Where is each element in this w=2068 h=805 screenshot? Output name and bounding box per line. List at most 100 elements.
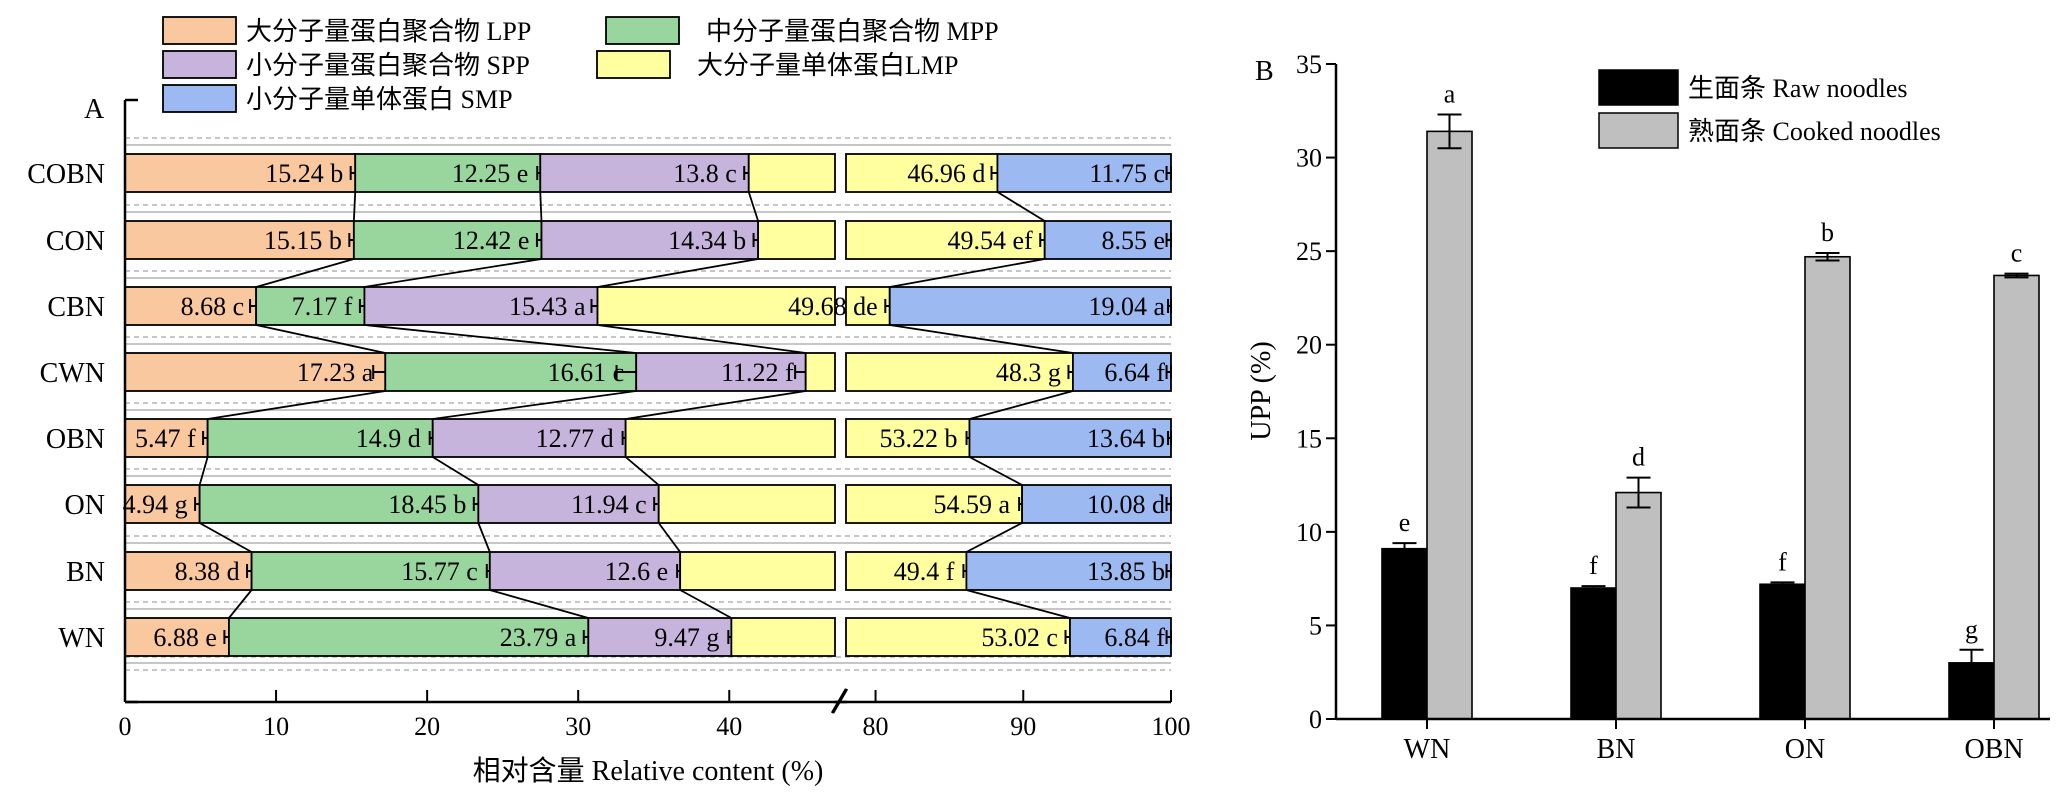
data-label: 13.8 c xyxy=(673,159,737,188)
data-label: 6.64 f xyxy=(1104,358,1165,387)
connector-line xyxy=(969,456,1023,486)
connector-line xyxy=(199,522,253,553)
bar-BN-cooked xyxy=(1615,491,1662,720)
panel-label: B xyxy=(1255,56,1274,87)
significance-letter: f xyxy=(1589,551,1598,580)
connector-line xyxy=(255,324,386,354)
data-label: 6.84 f xyxy=(1104,623,1165,652)
x-tick-label: WN xyxy=(1404,734,1451,765)
data-label: 6.88 e xyxy=(153,623,217,652)
panel-a-legend: 大分子量蛋白聚合物 LPP 中分子量蛋白聚合物 MPP 小分子量蛋白聚合物 SPP 大… xyxy=(162,16,999,114)
connector-line xyxy=(489,589,589,619)
bar-CWN-4 xyxy=(845,352,1074,392)
significance-letter: a xyxy=(1444,80,1456,109)
data-label: 8.55 e xyxy=(1101,226,1165,255)
data-label: 12.6 e xyxy=(605,557,669,586)
connector-line xyxy=(198,456,209,486)
x-tick-label: 100 xyxy=(1152,712,1191,741)
x-tick-label: OBN xyxy=(1964,734,2023,765)
legend-swatch xyxy=(605,16,680,45)
bar-ON-5 xyxy=(1021,484,1172,524)
bar-ON-cooked xyxy=(1804,255,1851,720)
legend-swatch xyxy=(162,50,237,79)
connector-line xyxy=(625,456,660,486)
bar-CON-4 xyxy=(757,220,836,260)
panel-b-chart: 生面条 Raw noodles 熟面条 Cooked noodles e a WN f d B… xyxy=(1246,50,2050,765)
bar-CWN-3 xyxy=(635,352,807,392)
significance-letter: f xyxy=(1778,547,1787,576)
significance-letter: c xyxy=(2011,239,2023,268)
connector-line xyxy=(255,258,355,288)
bar-WN-3 xyxy=(587,617,733,657)
data-label: 14.34 b xyxy=(668,226,746,255)
legend-label: 小分子量单体蛋白 SMP xyxy=(246,85,513,114)
data-label: 8.68 c xyxy=(181,292,245,321)
legend-label: 生面条 Raw noodles xyxy=(1688,74,1908,103)
data-label: 53.22 b xyxy=(880,424,958,453)
bar-BN-4 xyxy=(679,551,836,591)
connector-line xyxy=(228,589,253,619)
data-label: 16.61 c xyxy=(548,358,625,387)
data-label: 14.9 d xyxy=(356,424,421,453)
data-label: 4.94 g xyxy=(123,490,188,519)
bar-COBN-5 xyxy=(996,153,1172,193)
connector-line xyxy=(364,258,542,288)
x-tick-label: 30 xyxy=(565,712,591,741)
bar-BN-1 xyxy=(124,551,253,591)
data-label: 54.59 a xyxy=(934,490,1011,519)
bar-CWN-4 xyxy=(804,352,836,392)
data-label: 49.4 f xyxy=(894,557,955,586)
data-label: 15.24 b xyxy=(265,159,343,188)
y-tick-label: 10 xyxy=(1296,518,1322,547)
connector-line xyxy=(747,191,759,222)
legend-swatch xyxy=(1598,112,1679,149)
x-tick-label: 90 xyxy=(1010,712,1036,741)
x-tick-label: 80 xyxy=(863,712,889,741)
significance-letter: e xyxy=(1399,508,1411,537)
data-label: 23.79 a xyxy=(500,623,577,652)
y-tick-label: 35 xyxy=(1296,50,1322,79)
legend-label: 大分子量单体蛋白LMP xyxy=(697,51,958,80)
bar-CBN-5 xyxy=(888,286,1172,326)
panel-label: A xyxy=(84,94,105,125)
data-label: 9.47 g xyxy=(654,623,719,652)
axis-break-mark xyxy=(830,688,848,714)
bar-COBN-1 xyxy=(124,153,357,193)
bar-COBN-4 xyxy=(845,153,999,193)
bar-COBN-2 xyxy=(354,153,542,193)
data-label: 18.45 b xyxy=(388,490,466,519)
data-label: 5.47 f xyxy=(135,424,196,453)
data-label: 12.42 e xyxy=(453,226,530,255)
connector-line xyxy=(679,589,732,619)
category-label: CWN xyxy=(40,358,105,389)
bar-BN-4 xyxy=(845,551,968,591)
significance-letter: b xyxy=(1821,218,1834,247)
connector-line xyxy=(657,522,681,553)
connector-line xyxy=(889,258,1045,288)
x-axis-title: 相对含量 Relative content (%) xyxy=(473,755,824,787)
bar-COBN-3 xyxy=(539,153,750,193)
legend-label: 大分子量蛋白聚合物 LPP xyxy=(246,17,531,46)
bar-WN-4 xyxy=(845,617,1071,657)
bar-CWN-5 xyxy=(1072,352,1172,392)
x-tick-label: 20 xyxy=(414,712,440,741)
data-label: 13.85 b xyxy=(1087,557,1165,586)
connector-line xyxy=(969,390,1074,420)
x-tick-label: ON xyxy=(1785,734,1825,765)
data-label: 53.02 c xyxy=(981,623,1058,652)
bar-BN-2 xyxy=(250,551,491,591)
y-tick-label: 5 xyxy=(1309,611,1322,640)
data-label: 15.77 c xyxy=(401,557,478,586)
y-tick-label: 25 xyxy=(1296,237,1322,266)
bar-OBN-4 xyxy=(845,418,971,458)
connector-line xyxy=(539,191,543,222)
legend-swatch xyxy=(162,84,237,113)
legend-label: 小分子量蛋白聚合物 SPP xyxy=(246,51,530,80)
connector-line xyxy=(889,324,1074,354)
bar-ON-4 xyxy=(845,484,1023,524)
bar-OBN-4 xyxy=(624,418,836,458)
bar-CBN-3 xyxy=(363,286,599,326)
connector-line xyxy=(432,456,479,486)
connector-line xyxy=(965,522,1023,553)
